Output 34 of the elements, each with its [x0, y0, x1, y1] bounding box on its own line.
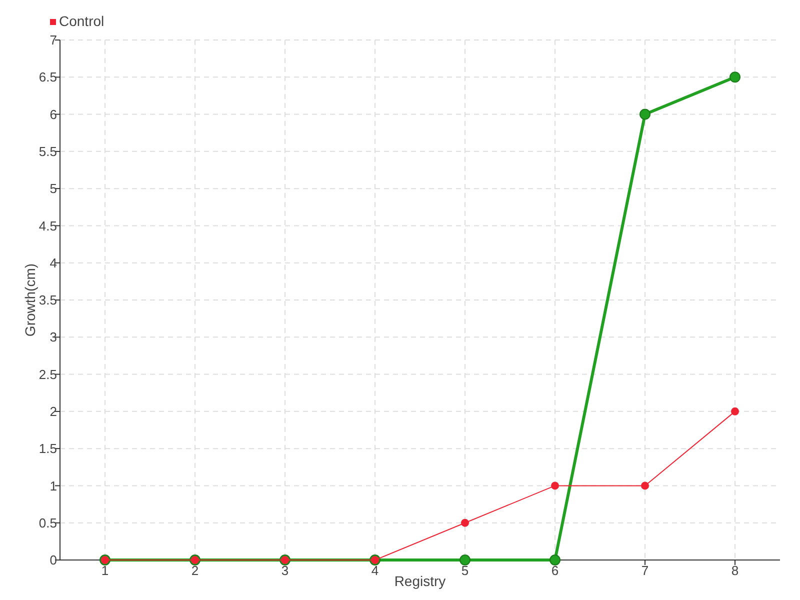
point [461, 518, 469, 527]
y-axis-title: Growth(cm) [22, 263, 38, 337]
point [640, 108, 650, 120]
x-axis-title: Registry [394, 573, 446, 589]
point [460, 554, 470, 566]
point [550, 554, 560, 566]
y-tick-label: 0.5 [38, 515, 57, 530]
y-tick-label: 1.5 [38, 441, 57, 456]
point [551, 482, 559, 490]
y-tick-label: 0 [50, 552, 57, 568]
y-tick-label: 5 [50, 181, 57, 196]
y-tick-label: 3 [50, 330, 57, 345]
y-tick-label: 4.5 [38, 218, 57, 234]
point [641, 482, 649, 490]
y-tick-label: 6 [50, 106, 57, 122]
y-tick-label: 5.5 [38, 144, 57, 159]
y-tick-label: 4 [50, 255, 57, 270]
point [730, 72, 740, 83]
x-tick-label: 1 [101, 563, 109, 578]
y-tick-label: 2.5 [38, 366, 57, 382]
x-tick-label: 6 [551, 563, 559, 578]
legend-label: Control [59, 13, 104, 29]
y-tick-label: 2 [50, 404, 57, 419]
x-tick-label: 2 [191, 563, 199, 578]
x-tick-label: 5 [461, 563, 469, 578]
point [731, 407, 739, 416]
x-tick-label: 4 [371, 563, 379, 578]
y-tick-label: 3.5 [38, 292, 57, 308]
x-tick-label: 8 [731, 563, 739, 578]
x-tick-label: 3 [281, 563, 289, 578]
y-tick-label: 6.5 [38, 70, 57, 85]
y-tick-label: 7 [50, 32, 57, 48]
y-tick-label: 1 [50, 478, 57, 494]
x-tick-label: 7 [641, 563, 649, 578]
